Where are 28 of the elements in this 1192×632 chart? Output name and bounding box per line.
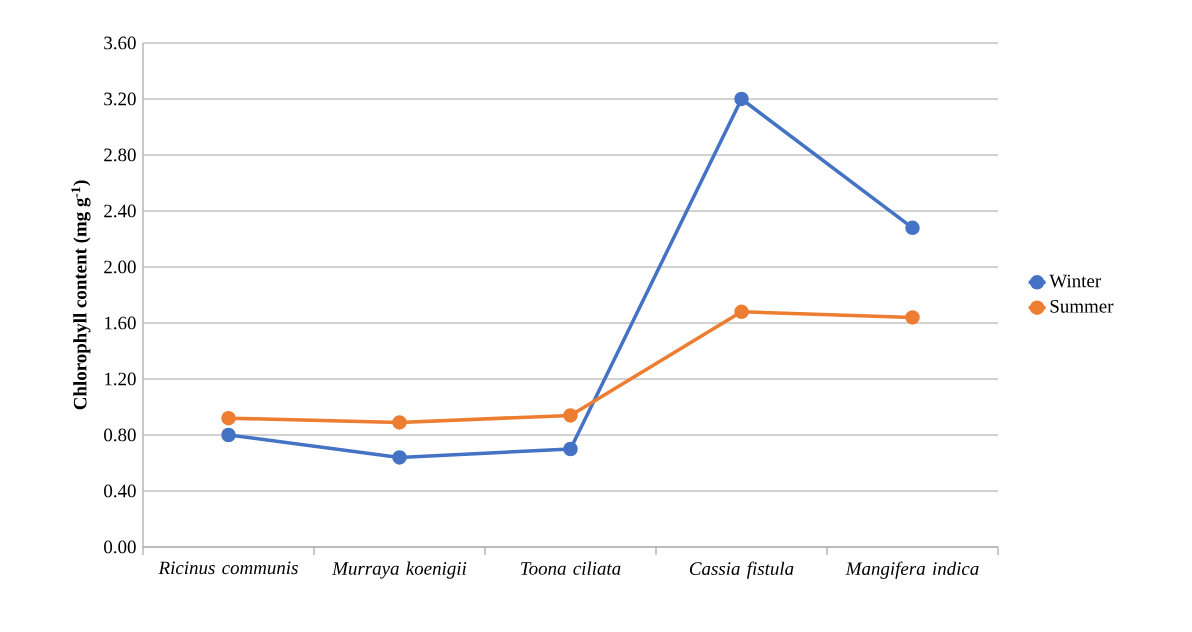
y-tick-label: 2.80 [104, 148, 136, 162]
y-tick-label: 0.80 [104, 428, 136, 442]
legend-label: Winter [1049, 274, 1101, 288]
point [563, 441, 578, 457]
y-tick-label: 0.00 [104, 540, 136, 554]
point [905, 220, 920, 236]
point [392, 450, 407, 465]
y-tick-label: 2.00 [104, 260, 136, 274]
y-axis-title: Chlorophyll content (mg g$^{-1}$) [71, 180, 91, 410]
point [734, 91, 749, 107]
point [905, 310, 920, 325]
y-tick-label: 3.20 [104, 92, 136, 106]
y-tick-label: 1.60 [105, 316, 136, 330]
x-tick-label: Ricinus communis [158, 561, 298, 575]
point [734, 304, 749, 320]
point [221, 427, 236, 443]
point [563, 408, 578, 423]
point [392, 415, 407, 430]
x-tick-label: Cassia fistula [689, 561, 794, 579]
point [221, 410, 236, 426]
y-tick-label: 2.40 [104, 204, 136, 218]
y-tick-label: 0.40 [104, 484, 136, 498]
y-tick-label: 1.20 [105, 372, 136, 386]
x-tick-label: Murraya koenigii [331, 561, 467, 579]
x-tick-label: Mangifera indica [845, 561, 979, 579]
legend-label: Summer [1050, 299, 1114, 313]
x-tick-label: Toona ciliata [521, 561, 621, 575]
y-tick-label: 3.60 [104, 36, 136, 50]
